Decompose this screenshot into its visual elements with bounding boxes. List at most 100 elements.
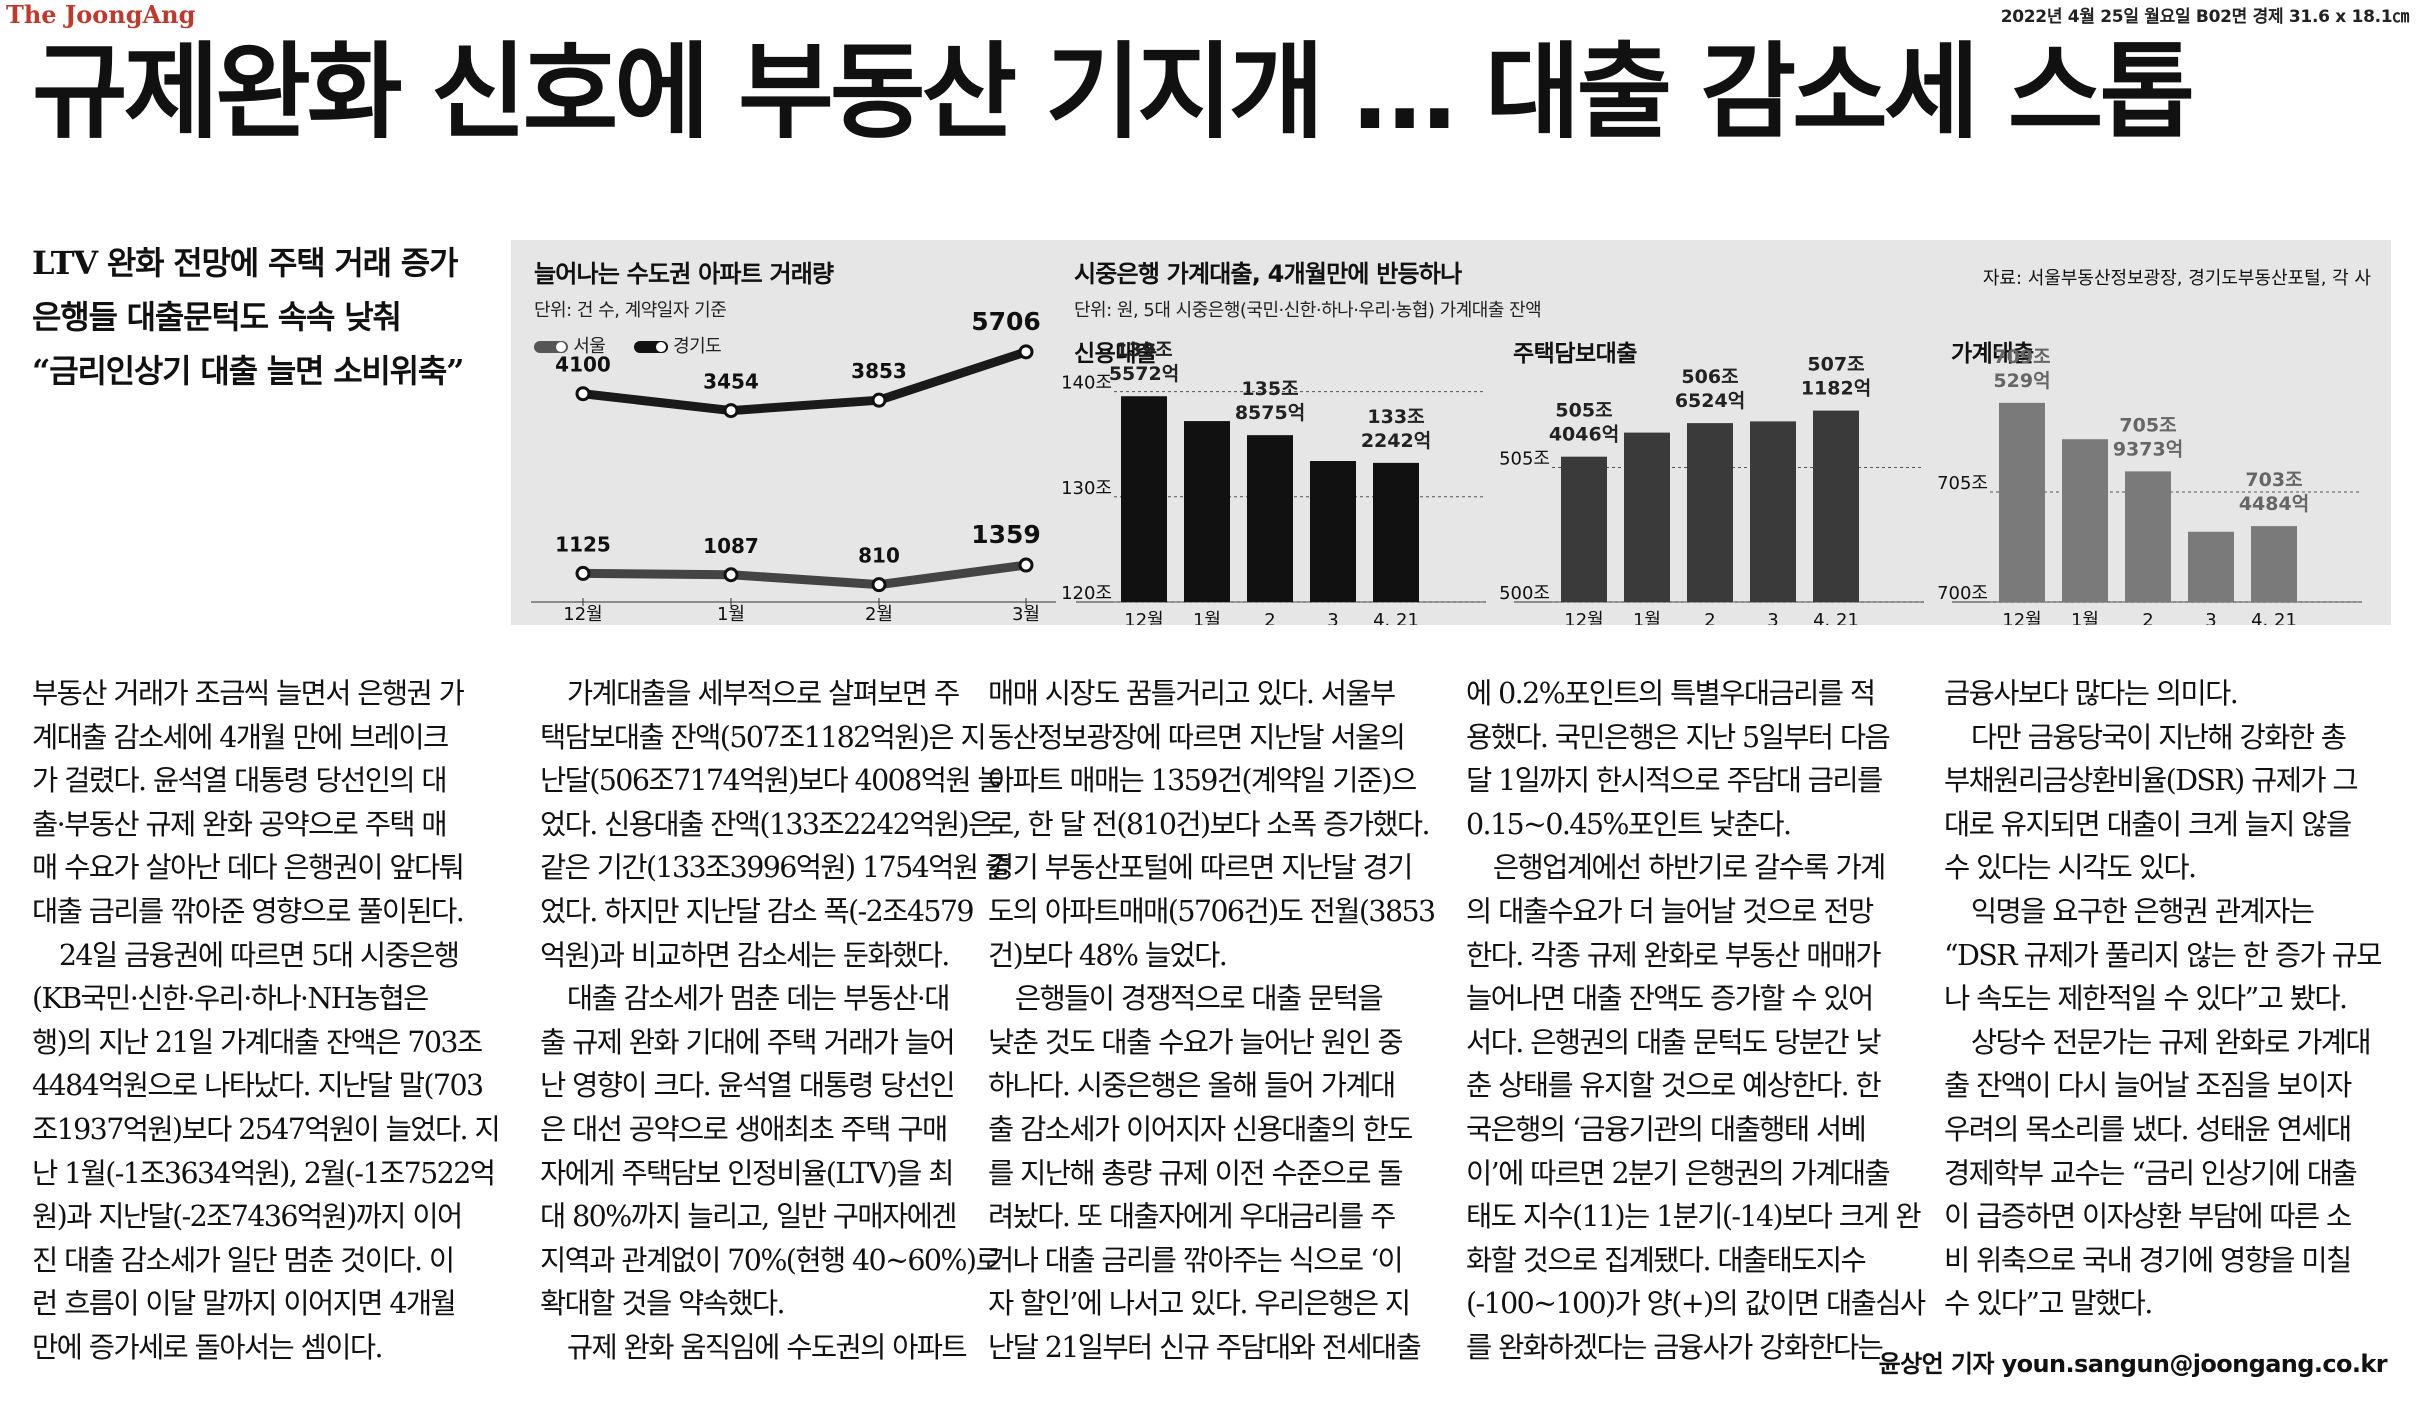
article-line: 대출 감소세가 멈춘 데는 부동산·대 xyxy=(540,982,951,1016)
y-tick-label: 140조 xyxy=(1061,373,1112,394)
article-line: 난달(506조7174억원)보다 4008억원 늘 xyxy=(540,764,1004,798)
x-tick-label: 3 xyxy=(2205,610,2216,625)
chart-source: 자료: 서울부동산정보광장, 경기도부동산포털, 각 사 xyxy=(1982,268,2371,289)
right-chart-unit: 단위: 원, 5대 시중은행(국민·신한·하나·우리·농협) 가계대출 잔액 xyxy=(1074,300,1542,321)
article-line: 비 위축으로 국내 경기에 영향을 미칠 xyxy=(1944,1243,2352,1277)
article-line: 대로 유지되면 대출이 크게 늘지 않을 xyxy=(1944,807,2352,841)
right-chart-title: 시중은행 가계대출, 4개월만에 반등하나 xyxy=(1074,260,1462,288)
bar-annotation: 709조 xyxy=(1993,346,2050,368)
bar xyxy=(2125,471,2171,602)
article-line: 낮춘 것도 대출 수요가 늘어난 원인 중 xyxy=(988,1025,1404,1059)
article-line: 런 흐름이 이달 말까지 이어지면 4개월 xyxy=(32,1287,457,1321)
article-line: 행)의 지난 21일 가계대출 잔액은 703조 xyxy=(32,1025,483,1059)
article-column: 부동산 거래가 조금씩 늘면서 은행권 가 계대출 감소세에 4개월 만에 브레이… xyxy=(32,672,501,1370)
article-line: 조1937억원)보다 2547억원이 늘었다. 지 xyxy=(32,1112,501,1146)
byline: 윤상언 기자 youn.sangun@joongang.co.kr xyxy=(1878,1350,2388,1378)
x-tick-label: 4. 21 xyxy=(1373,610,1419,625)
article-line: 하나다. 시중은행은 올해 들어 가계대 xyxy=(988,1069,1396,1103)
bar xyxy=(1687,423,1733,602)
article-line: 로, 한 달 전(810건)보다 소폭 증가했다. xyxy=(988,807,1431,841)
bar-annotation: 703조 xyxy=(2245,469,2302,491)
x-tick-label: 2 xyxy=(1704,610,1715,625)
article-line: 화할 것으로 집계됐다. 대출태도지수 xyxy=(1466,1243,1867,1277)
article-line: 이’에 따르면 2분기 은행권의 가계대출 xyxy=(1466,1156,1891,1190)
bar-annotation: 135조 xyxy=(1241,378,1298,400)
x-tick-label: 1월 xyxy=(1193,610,1221,625)
article-line: (KB국민·신한·우리·하나·NH농협은 xyxy=(32,982,429,1016)
y-tick-label: 505조 xyxy=(1499,449,1550,470)
bar-annotation: 1182억 xyxy=(1801,378,1871,400)
x-tick-label: 2 xyxy=(1264,610,1275,625)
article-line: 매매 시장도 꿈틀거리고 있다. 서울부 xyxy=(988,677,1396,710)
bar-annotation: 5572억 xyxy=(1109,363,1179,385)
data-point xyxy=(871,392,887,408)
article-line: 자에게 주택담보 인정비율(LTV)을 최 xyxy=(540,1156,954,1190)
article-line: 규제 완화 움직임에 수도권의 아파트 xyxy=(540,1330,968,1364)
x-tick-label: 12월 xyxy=(563,604,602,625)
x-tick-label: 1월 xyxy=(2071,610,2099,625)
data-point xyxy=(723,403,739,419)
subhead-line: “금리인상기 대출 늘면 소비위축” xyxy=(32,352,465,390)
article-line: 은 대선 공약으로 생애최초 주택 구매 xyxy=(540,1112,948,1146)
y-tick-label: 120조 xyxy=(1061,583,1112,604)
data-label: 3853 xyxy=(851,359,907,383)
data-point xyxy=(575,386,591,402)
bar xyxy=(1121,396,1167,602)
headline: 규제완화 신호에 부동산 기지개 … 대출 감소세 스톱 xyxy=(32,31,2195,153)
x-tick-label: 2월 xyxy=(865,604,893,625)
article-line: 춘 상태를 유지할 것으로 예상한다. 한 xyxy=(1466,1069,1882,1103)
article-line: 부채원리금상환비율(DSR) 규제가 그 xyxy=(1944,764,2359,798)
bar xyxy=(1310,461,1356,602)
article-line: 태도 지수(11)는 1분기(-14)보다 크게 완 xyxy=(1466,1200,1922,1234)
article-line: 려놨다. 또 대출자에게 우대금리를 주 xyxy=(988,1200,1396,1234)
article-line: 다만 금융당국이 지난해 강화한 총 xyxy=(1944,720,2347,754)
bar-annotation: 133조 xyxy=(1367,406,1424,428)
article-column: 에 0.2%포인트의 특별우대금리를 적 용했다. 국민은행은 지난 5일부터 다… xyxy=(1466,672,1926,1370)
article-line: 0.15~0.45%포인트 낮춘다. xyxy=(1466,807,1792,841)
article-line: 의 대출수요가 더 늘어날 것으로 전망 xyxy=(1466,894,1874,928)
article-line: 만에 증가세로 돌아서는 셈이다. xyxy=(32,1330,384,1364)
article-line: 용했다. 국민은행은 지난 5일부터 다음 xyxy=(1466,720,1891,754)
article-line: 출·부동산 규제 완화 공약으로 주택 매 xyxy=(32,807,448,841)
data-label: 4100 xyxy=(555,353,611,377)
article-line: 달 1일까지 한시적으로 주담대 금리를 xyxy=(1466,764,1883,798)
bar xyxy=(1184,421,1230,602)
article-line: 수 있다는 시각도 있다. xyxy=(1944,851,2197,885)
legend-label-seoul: 서울 xyxy=(573,336,606,357)
article-line: 부동산 거래가 조금씩 늘면서 은행권 가 xyxy=(32,677,465,710)
article-line: 은행업계에선 하반기로 갈수록 가계 xyxy=(1466,851,1886,885)
article-line: 경제학부 교수는 “금리 인상기에 대출 xyxy=(1944,1156,2358,1190)
bar-annotation: 505조 xyxy=(1555,400,1612,422)
data-point xyxy=(575,565,591,581)
x-tick-label: 3월 xyxy=(1012,604,1040,625)
article-column: 매매 시장도 꿈틀거리고 있다. 서울부 동산정보광장에 따르면 지난달 서울의 아… xyxy=(988,672,1436,1370)
article-line: 한다. 각종 규제 완화로 부동산 매매가 xyxy=(1466,938,1882,972)
article-line: 진 대출 감소세가 일단 멈춘 것이다. 이 xyxy=(32,1243,455,1277)
household-loan-title: 가계대출 xyxy=(1951,341,2034,367)
data-label: 1087 xyxy=(703,534,759,558)
article-line: 출 감소세가 이어지자 신용대출의 한도 xyxy=(988,1112,1413,1146)
data-point xyxy=(723,567,739,583)
article-line: 원)과 지난달(-2조7436억원)까지 이어 xyxy=(32,1200,463,1234)
bar xyxy=(1247,435,1293,602)
bar-annotation: 4046억 xyxy=(1549,424,1619,446)
article-line: 익명을 요구한 은행권 관계자는 xyxy=(1944,894,2315,928)
data-label: 5706 xyxy=(971,307,1041,336)
article-line: 국은행의 ‘금융기관의 대출행태 서베 xyxy=(1466,1112,1867,1146)
article-line: 우려의 목소리를 냈다. 성태윤 연세대 xyxy=(1944,1112,2352,1146)
article-line: 거나 대출 금리를 깎아주는 식으로 ‘이 xyxy=(988,1243,1404,1277)
x-tick-label: 3 xyxy=(1767,610,1778,625)
bar-annotation: 705조 xyxy=(2119,414,2176,436)
legend-label-gyeonggi: 경기도 xyxy=(673,336,722,357)
credit-loan-title: 신용대출 xyxy=(1074,341,1157,367)
data-point xyxy=(1018,557,1034,573)
y-tick-label: 130조 xyxy=(1061,478,1112,499)
x-tick-label: 1월 xyxy=(1633,610,1661,625)
article-line: “DSR 규제가 풀리지 않는 한 증가 규모 xyxy=(1944,938,2382,972)
article-line: 출 잔액이 다시 늘어날 조짐을 보이자 xyxy=(1944,1069,2352,1103)
article-line: 나 속도는 제한적일 수 있다”고 봤다. xyxy=(1944,982,2348,1016)
mortgage-loan-title: 주택담보대출 xyxy=(1513,341,1637,367)
article-line: 난 1월(-1조3634억원), 2월(-1조7522억 xyxy=(32,1156,496,1190)
article-line: 지역과 관계없이 70%(현행 40~60%)로 xyxy=(540,1243,1002,1277)
article-line: 었다. 하지만 지난달 감소 폭(-2조4579 xyxy=(540,894,975,928)
